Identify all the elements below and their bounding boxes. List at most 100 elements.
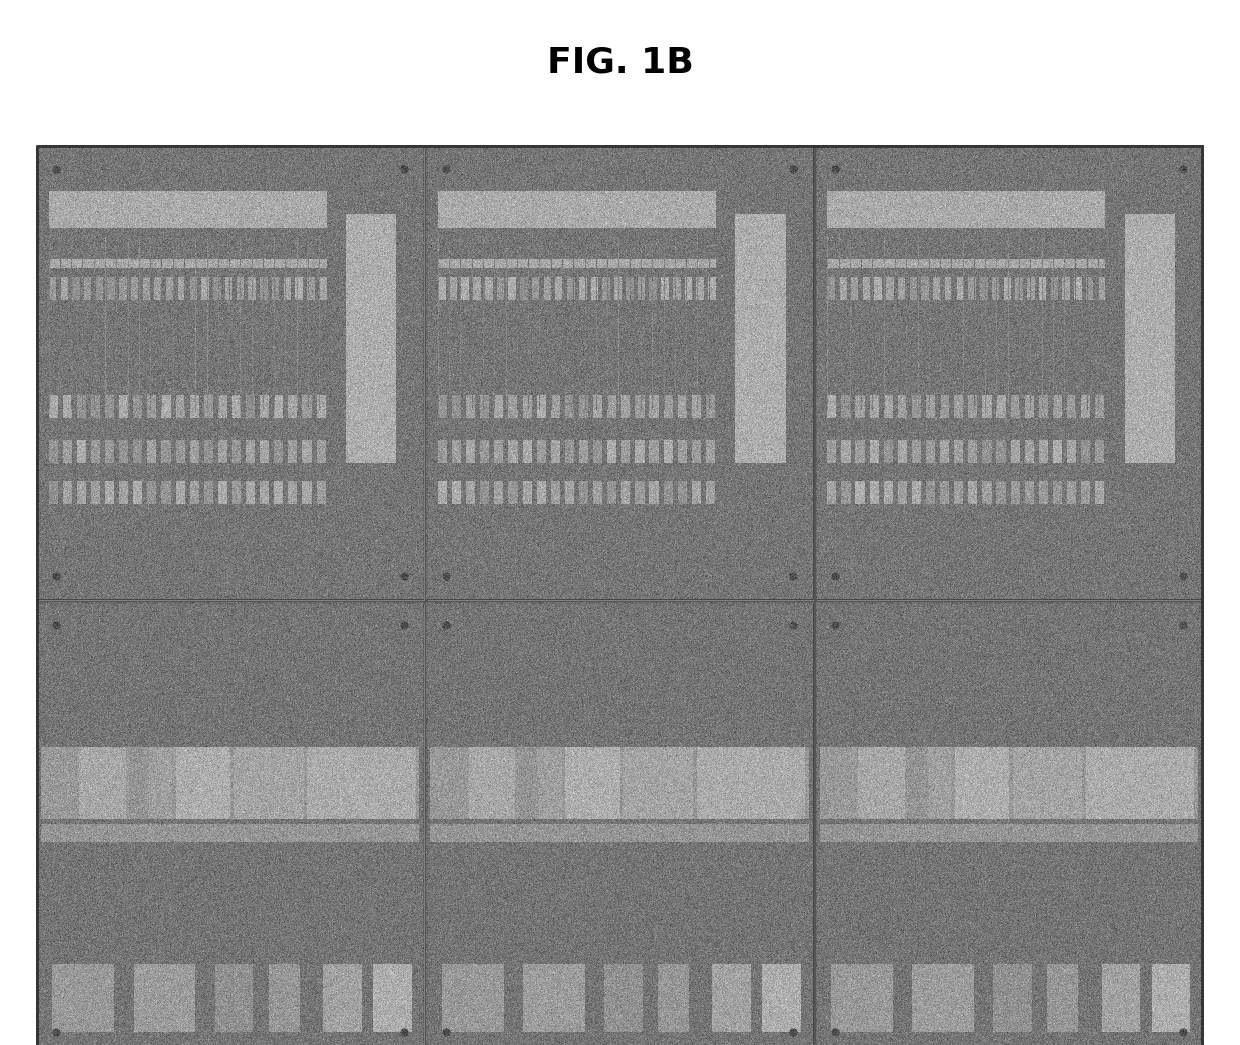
Bar: [565, 481, 574, 504]
Bar: [590, 277, 599, 300]
Bar: [289, 440, 298, 463]
Bar: [430, 747, 808, 819]
Bar: [346, 214, 397, 463]
Bar: [52, 965, 114, 1032]
Bar: [246, 481, 255, 504]
Bar: [79, 747, 125, 819]
Bar: [537, 395, 546, 418]
Bar: [48, 481, 58, 504]
Bar: [37, 601, 1202, 604]
Bar: [603, 277, 610, 300]
Bar: [816, 146, 1202, 599]
Bar: [260, 277, 268, 300]
Bar: [551, 440, 560, 463]
Bar: [438, 191, 715, 228]
Bar: [593, 481, 603, 504]
Bar: [926, 481, 935, 504]
Bar: [1086, 277, 1094, 300]
Bar: [119, 481, 128, 504]
Bar: [980, 277, 987, 300]
Bar: [856, 481, 864, 504]
Bar: [661, 277, 668, 300]
Bar: [993, 965, 1032, 1032]
Bar: [274, 440, 284, 463]
Bar: [161, 395, 171, 418]
Bar: [37, 146, 423, 599]
Bar: [551, 481, 560, 504]
Bar: [37, 602, 423, 1045]
Bar: [430, 747, 465, 819]
Bar: [466, 395, 475, 418]
Bar: [48, 259, 327, 269]
Bar: [37, 146, 1202, 1045]
Bar: [556, 277, 563, 300]
Bar: [48, 395, 58, 418]
Bar: [469, 747, 515, 819]
Bar: [274, 395, 284, 418]
Bar: [712, 965, 751, 1032]
Bar: [95, 277, 103, 300]
Bar: [77, 395, 86, 418]
Bar: [105, 481, 114, 504]
Bar: [706, 481, 715, 504]
Bar: [190, 440, 198, 463]
Bar: [119, 277, 126, 300]
Bar: [593, 440, 603, 463]
Bar: [148, 395, 156, 418]
Bar: [1024, 395, 1034, 418]
Bar: [161, 440, 171, 463]
Bar: [508, 277, 516, 300]
Text: FIG. 1B: FIG. 1B: [547, 46, 693, 79]
Bar: [213, 277, 221, 300]
Bar: [61, 277, 68, 300]
Bar: [869, 440, 879, 463]
Bar: [677, 481, 687, 504]
Bar: [1125, 214, 1176, 463]
Bar: [41, 747, 76, 819]
Bar: [579, 395, 588, 418]
Bar: [1081, 481, 1090, 504]
Bar: [608, 395, 616, 418]
Bar: [831, 965, 893, 1032]
Bar: [763, 965, 801, 1032]
Bar: [692, 440, 701, 463]
Bar: [884, 395, 893, 418]
Bar: [954, 481, 963, 504]
Bar: [940, 440, 950, 463]
Bar: [425, 146, 428, 1045]
Bar: [1027, 277, 1034, 300]
Bar: [945, 277, 952, 300]
Bar: [218, 440, 227, 463]
Bar: [1086, 747, 1194, 819]
Bar: [955, 747, 1009, 819]
Bar: [466, 440, 475, 463]
Bar: [218, 395, 227, 418]
Bar: [1016, 277, 1023, 300]
Bar: [926, 440, 935, 463]
Bar: [176, 747, 231, 819]
Bar: [105, 395, 114, 418]
Bar: [604, 965, 642, 1032]
Bar: [621, 395, 630, 418]
Bar: [130, 747, 145, 819]
Bar: [884, 440, 893, 463]
Bar: [997, 395, 1006, 418]
Bar: [149, 747, 172, 819]
Bar: [608, 440, 616, 463]
Bar: [992, 277, 999, 300]
Bar: [303, 440, 311, 463]
Bar: [1081, 395, 1090, 418]
Bar: [1095, 395, 1105, 418]
Bar: [148, 481, 156, 504]
Bar: [968, 277, 976, 300]
Bar: [579, 481, 588, 504]
Bar: [692, 481, 701, 504]
Bar: [91, 481, 100, 504]
Bar: [232, 395, 241, 418]
Bar: [316, 481, 326, 504]
Bar: [567, 277, 575, 300]
Bar: [997, 481, 1006, 504]
Bar: [827, 277, 835, 300]
Bar: [921, 277, 929, 300]
Bar: [453, 395, 461, 418]
